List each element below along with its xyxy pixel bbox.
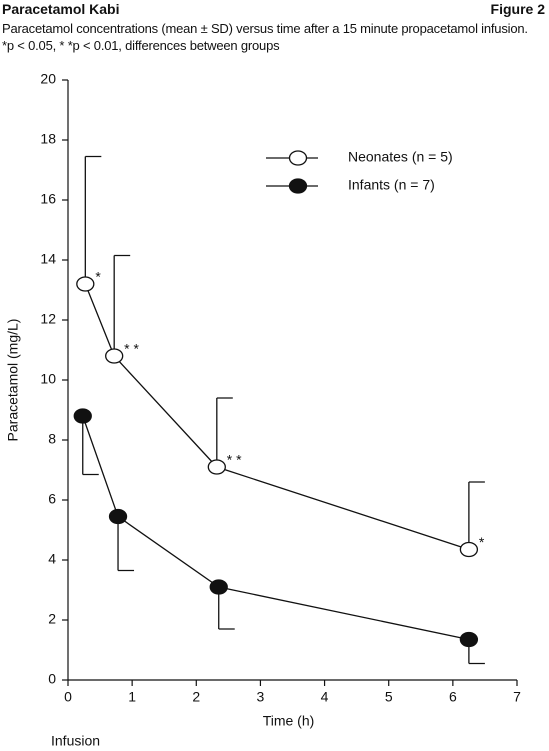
series-line bbox=[84, 283, 470, 551]
marker bbox=[76, 276, 95, 292]
x-tick-label: 0 bbox=[64, 689, 72, 705]
title: Paracetamol Kabi bbox=[2, 1, 120, 17]
legend-label: Neonates (n = 5) bbox=[348, 149, 453, 165]
y-tick-label: 18 bbox=[40, 131, 56, 147]
x-tick-label: 3 bbox=[257, 689, 265, 705]
y-tick-label: 2 bbox=[48, 611, 56, 627]
y-tick-label: 14 bbox=[40, 251, 56, 267]
y-axis-label: Paracetamol (mg/L) bbox=[5, 319, 21, 442]
y-tick-label: 10 bbox=[40, 371, 56, 387]
series-line bbox=[82, 415, 470, 641]
y-tick-label: 8 bbox=[48, 431, 56, 447]
significance-label: * bbox=[479, 534, 485, 550]
error-bar bbox=[216, 397, 233, 467]
error-bar bbox=[113, 254, 131, 356]
y-tick-label: 12 bbox=[40, 311, 56, 327]
marker bbox=[209, 579, 228, 595]
y-tick-label: 6 bbox=[48, 491, 56, 507]
subtitle: Paracetamol concentrations (mean ± SD) v… bbox=[2, 21, 528, 53]
marker bbox=[108, 508, 128, 525]
marker bbox=[459, 541, 479, 558]
x-tick-label: 2 bbox=[192, 689, 200, 705]
legend-label: Infants (n = 7) bbox=[348, 177, 435, 193]
x-axis-label: Time (h) bbox=[263, 713, 315, 729]
x-tick-label: 4 bbox=[321, 689, 329, 705]
x-tick-label: 1 bbox=[128, 689, 136, 705]
significance-label: * * bbox=[124, 341, 139, 357]
y-tick-label: 20 bbox=[40, 71, 56, 87]
x-tick-label: 6 bbox=[449, 689, 457, 705]
marker bbox=[105, 348, 124, 364]
x-tick-label: 7 bbox=[513, 689, 521, 705]
error-bar bbox=[84, 155, 102, 284]
significance-label: * * bbox=[227, 452, 242, 468]
legend-marker bbox=[288, 178, 308, 194]
error-bar bbox=[117, 516, 135, 572]
annotation: Infusion bbox=[51, 733, 100, 749]
marker bbox=[73, 408, 92, 424]
y-tick-label: 4 bbox=[48, 551, 56, 567]
error-bar bbox=[468, 481, 485, 550]
legend-marker bbox=[288, 150, 308, 166]
figure-label: Figure 2 bbox=[490, 1, 545, 17]
x-tick-label: 5 bbox=[385, 689, 393, 705]
marker bbox=[207, 459, 226, 475]
y-tick-label: 0 bbox=[48, 671, 56, 687]
error-bar bbox=[82, 416, 99, 476]
significance-label: * bbox=[95, 269, 101, 285]
marker bbox=[459, 631, 479, 648]
y-tick-label: 16 bbox=[40, 191, 56, 207]
